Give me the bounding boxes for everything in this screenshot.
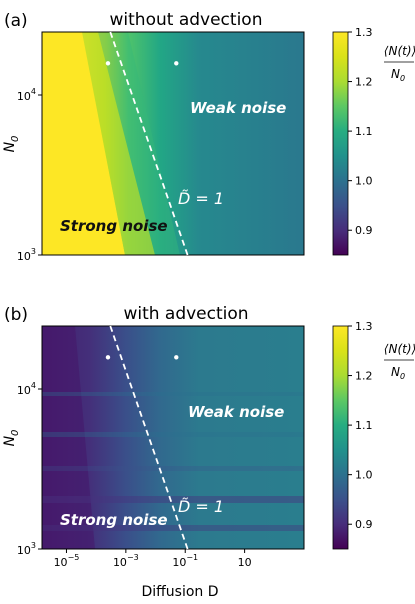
panel-b-colorbar-bar [332,325,349,550]
panel-b-stripe [42,466,304,471]
panel-a-y-axis: 103 104 N0 [2,87,42,263]
panel-a-marker [105,61,111,66]
panel-b-x-axis: 10−5 10−3 10−1 10 [54,549,252,569]
panel-a-ytick-label-1e4: 104 [17,87,36,103]
panel-b-boundary-label-d: D̃ [178,497,190,516]
panel-b-ytick-label-1e3: 103 [17,541,36,557]
panel-b-stripe [42,432,304,437]
panel-a-colorbar-tick-label: 1.3 [355,26,373,39]
panel-a-strong-noise-wedge [42,32,125,255]
panel-a-strong-noise-label: Strong noise [60,217,168,235]
panel-a-colorbar-tick-label: 1.0 [355,175,373,188]
panel-a-title: without advection [110,10,263,30]
panel-b-ytick-label-1e4: 104 [17,381,36,397]
panel-b-marker [105,355,111,360]
panel-b-colorbar-tick-label: 1.0 [355,469,373,482]
panel-a-weak-noise-label: Weak noise [190,99,286,117]
panel-a-transition-band [82,32,155,255]
panel-b-xtick-label: 10 [238,556,252,569]
panel-b-title: with advection [123,304,248,324]
panel-a: (a) without advection Weak noise Strong … [2,10,415,263]
panel-b-xtick-label: 10−1 [172,553,198,569]
panel-a-colorbar-tick-label: 1.2 [355,76,373,89]
panel-a-ytick-label-1e3: 103 [17,247,36,263]
panel-b-boundary-label: D̃ = 1 [178,497,224,516]
panel-b: (b) with advection Weak noise Strong noi… [2,304,415,600]
panel-b-stripe [42,525,304,531]
panel-a-boundary-label-d: D̃ [178,189,190,208]
panel-b-colorbar-tick-label: 1.1 [355,419,373,432]
panel-a-colorbar-label-den: N0 [391,67,405,83]
panel-a-label: (a) [4,11,28,31]
panel-b-colorbar-label-num: ⟨N(t)⟩ [384,342,415,356]
panel-b-frame [41,325,305,550]
panel-b-colorbar-label-den: N0 [391,365,405,381]
panel-b-xtick-label: 10−5 [54,553,80,569]
panel-b-colorbar: 0.9 1.0 1.1 1.2 1.3 ⟨N(t)⟩ N0 [332,320,415,550]
panel-b-label: (b) [4,305,28,325]
panel-a-frame [41,31,305,256]
panel-b-strong-noise-wedge [42,326,95,549]
panel-b-weak-noise-label: Weak noise [188,403,284,421]
panel-a-ylabel: N0 [2,136,21,153]
panel-a-colorbar-tick-label: 0.9 [355,224,373,237]
panel-a-heatmap [42,32,304,255]
panel-b-heatmap [42,326,304,549]
panel-a-transition-band-outer [98,32,180,255]
panel-a-colorbar: 0.9 1.0 1.1 1.2 1.3 ⟨N(t)⟩ N0 [332,26,415,256]
panel-b-colorbar-tick-label: 0.9 [355,518,373,531]
panel-b-y-axis: 103 104 N0 [2,381,42,557]
panel-b-colorbar-tick-label: 1.3 [355,320,373,333]
panel-a-colorbar-bar [332,31,349,256]
panel-a-boundary-label-eq: = 1 [190,189,224,208]
panel-a-marker [174,61,179,66]
panel-b-colorbar-tick-label: 1.2 [355,370,373,383]
panel-a-boundary-label: D̃ = 1 [178,189,224,208]
panel-b-xtick-label: 10−3 [113,553,139,569]
panel-a-colorbar-label-num: ⟨N(t)⟩ [384,44,415,58]
panel-a-colorbar-tick-label: 1.1 [355,125,373,138]
panel-b-strong-noise-label: Strong noise [60,511,168,529]
panel-b-stripe [42,392,304,396]
panel-b-ylabel: N0 [2,430,21,447]
panel-b-xlabel: Diffusion D [141,584,218,600]
panel-b-marker [174,355,179,360]
panel-b-stripe [42,496,304,503]
panel-b-boundary-label-eq: = 1 [190,497,224,516]
